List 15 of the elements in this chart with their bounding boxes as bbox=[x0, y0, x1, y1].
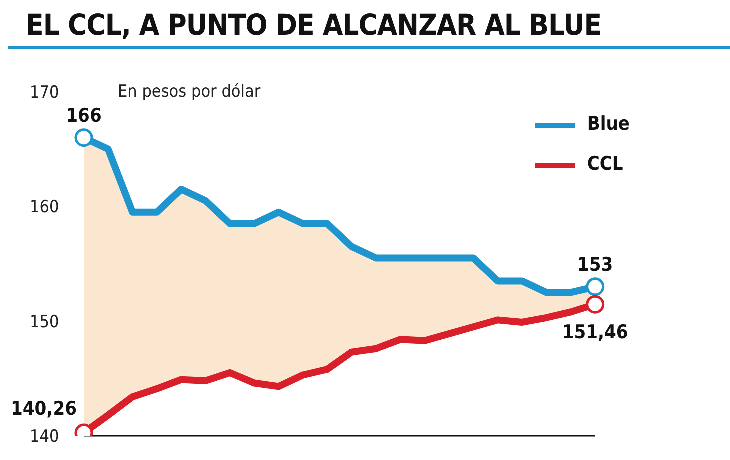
data-label: 166 bbox=[66, 104, 102, 127]
y-tick-label: 150 bbox=[30, 312, 60, 332]
chart-subtitle: En pesos por dólar bbox=[118, 82, 261, 102]
legend-label: CCL bbox=[587, 153, 624, 176]
y-tick-label: 170 bbox=[30, 83, 60, 104]
data-label: 153 bbox=[578, 254, 614, 276]
point bbox=[586, 295, 605, 314]
y-tick-label: 140 bbox=[30, 427, 60, 448]
data-label: 151,46 bbox=[562, 322, 628, 344]
point bbox=[586, 278, 605, 296]
y-tick-label: 160 bbox=[30, 198, 60, 218]
point bbox=[74, 128, 94, 148]
legend-label: Blue bbox=[587, 113, 630, 136]
data-label: 140,26 bbox=[11, 398, 77, 420]
chart-title: EL CCL, A PUNTO DE ALCANZAR AL BLUE bbox=[26, 8, 602, 42]
